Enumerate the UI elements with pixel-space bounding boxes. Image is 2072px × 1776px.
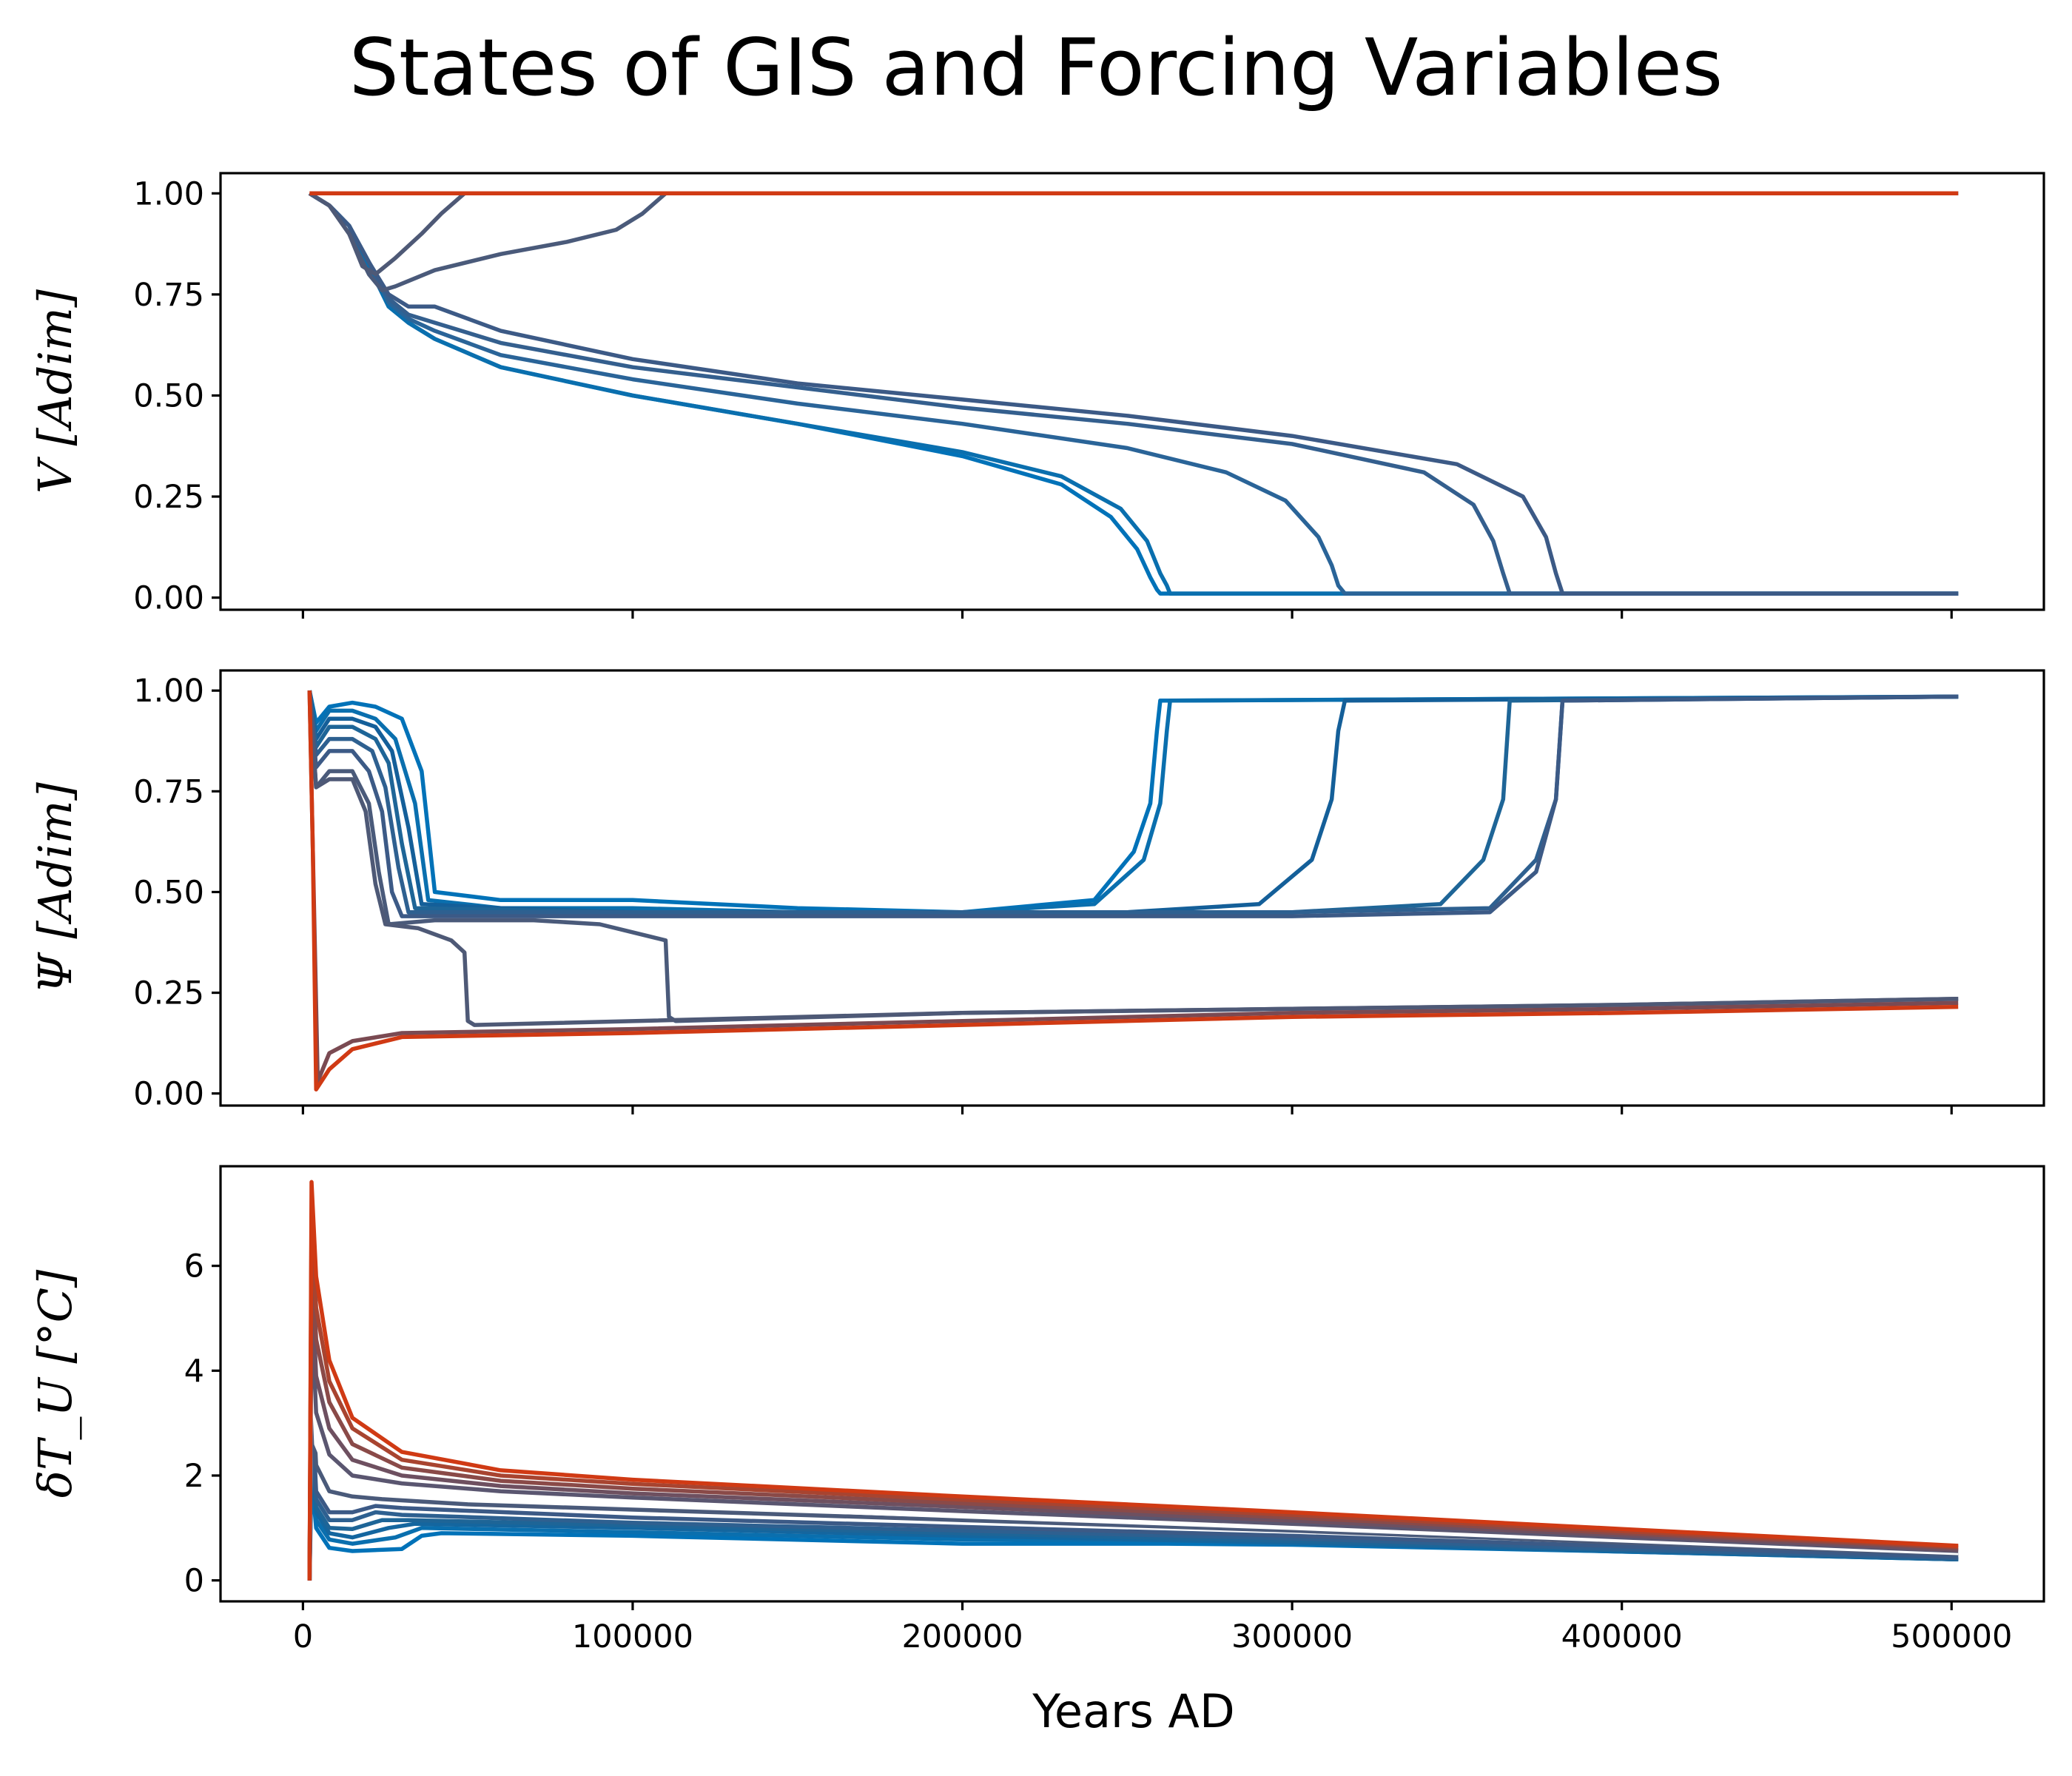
y-tick-label: 1.00 [133,673,204,710]
series-line-10 [307,690,1959,1092]
series-line-7 [307,1368,1959,1581]
y-tick-label: 0.50 [133,377,204,414]
series-lines [307,690,1959,1092]
series-line-6 [307,1389,1959,1581]
series-line-6 [307,690,1959,918]
panel-V: 0.00 0.25 0.50 0.75 1.00 V [Adim] [28,172,2045,619]
y-tick-label: 0.00 [133,1076,204,1113]
series-line-5 [308,191,1959,596]
y-tick-label: 0.75 [133,277,204,314]
series-line-10 [307,1268,1959,1581]
y-tick-label: 6 [184,1248,204,1285]
series-line-2 [307,690,1959,915]
y-tick-label: 0.00 [133,580,204,617]
y-axis-label: V [Adim] [28,289,82,494]
x-tick-label: 100000 [572,1618,693,1655]
series-lines [307,1180,1959,1581]
series-line-1 [307,690,1959,915]
y-tick-label: 1.00 [133,175,204,212]
x-tick-label: 500000 [1891,1618,2012,1655]
series-line-7 [308,191,1959,277]
series-line-13 [307,1180,1959,1581]
plot-frame [219,1165,2045,1603]
subplots-group: 0.00 0.25 0.50 0.75 1.00 V [Adim] 0.00 0.25 0.50… [28,172,2045,1655]
y-tick-label: 0.50 [133,874,204,911]
y-tick-label: 0.25 [133,975,204,1012]
series-lines [308,191,1959,596]
x-tick-label: 300000 [1231,1618,1353,1655]
plot-frame [219,669,2045,1107]
y-tick-label: 2 [184,1458,204,1495]
series-line-9 [307,1305,1959,1581]
y-tick-label: 0 [184,1563,204,1600]
y-axis-label: Ψ [Adim] [28,781,82,993]
series-line-11 [307,1237,1959,1581]
x-tick-label: 200000 [901,1618,1023,1655]
panel-psi: 0.00 0.25 0.50 0.75 1.00 Ψ [Adim] [28,669,2045,1114]
x-tick-label: 0 [293,1618,313,1655]
x-tick-label: 400000 [1561,1618,1683,1655]
y-tick-label: 4 [184,1353,204,1390]
panel-dTU: 0 2 4 6 0 100000 200000 300000 400000 500000 δT_U … [28,1165,2045,1655]
series-line-8 [307,1337,1959,1581]
plot-frame [219,172,2045,611]
series-line-12 [307,1211,1959,1581]
x-axis-label: Years AD [1032,1684,1234,1738]
chart-title: States of GIS and Forcing Variables [349,22,1723,113]
y-tick-label: 0.25 [133,479,204,516]
y-tick-label: 0.75 [133,773,204,810]
series-line-8 [307,690,1959,1027]
y-axis-label: δT_U [°C] [28,1269,82,1498]
